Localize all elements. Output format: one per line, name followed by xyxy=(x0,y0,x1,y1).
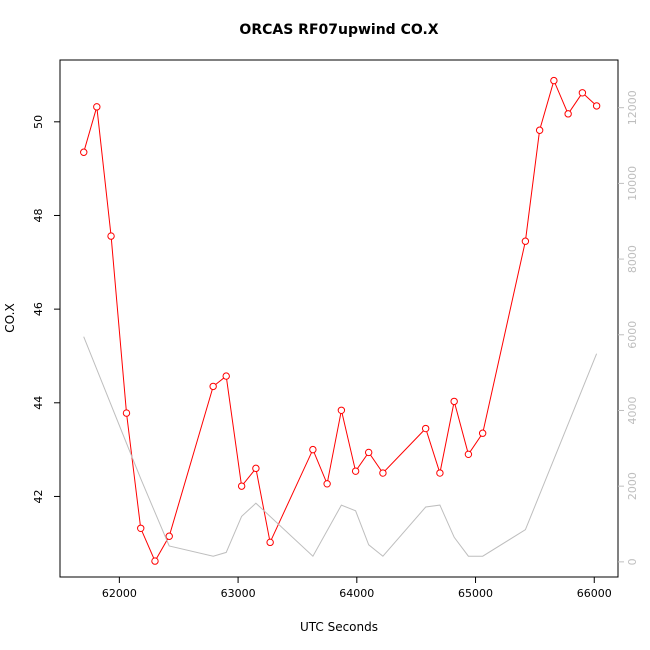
data-point xyxy=(165,532,173,540)
chart-title: ORCAS RF07upwind CO.X xyxy=(239,22,438,38)
y-tick-label: 46 xyxy=(32,302,45,316)
y-tick-label: 44 xyxy=(32,396,45,410)
secondary-series-line xyxy=(83,336,598,558)
y2-axis: 0 2000 4000 6000 8000 10000 12000 xyxy=(618,90,639,565)
primary-series-line xyxy=(83,79,597,563)
data-point xyxy=(209,382,217,391)
data-point xyxy=(521,237,530,245)
data-point xyxy=(364,448,373,457)
data-point xyxy=(592,102,601,110)
x-axis-label: UTC Seconds xyxy=(300,620,378,634)
x-tick-label: 62000 xyxy=(102,587,137,600)
y2-tick-label: 8000 xyxy=(626,245,639,273)
data-point xyxy=(323,480,331,488)
y-tick-label: 50 xyxy=(32,115,45,129)
data-point xyxy=(237,482,246,490)
data-point xyxy=(550,76,558,85)
data-point xyxy=(266,538,274,547)
data-point xyxy=(137,524,145,532)
series-layer xyxy=(80,76,601,565)
data-point xyxy=(351,467,360,475)
x-tick-label: 64000 xyxy=(339,587,374,600)
x-tick-label: 66000 xyxy=(577,587,612,600)
data-point xyxy=(309,445,317,454)
y2-tick-label: 10000 xyxy=(626,166,639,201)
data-point xyxy=(252,464,260,473)
data-point xyxy=(379,469,387,477)
data-point xyxy=(93,103,101,111)
y-axis: 42 44 46 48 50 xyxy=(32,115,60,503)
data-point xyxy=(107,232,115,240)
y2-tick-label: 12000 xyxy=(626,90,639,125)
data-point xyxy=(464,450,473,459)
data-point xyxy=(151,557,159,565)
plot-frame xyxy=(59,59,619,578)
data-point xyxy=(578,89,587,97)
data-point xyxy=(436,469,444,477)
x-tick-label: 63000 xyxy=(221,587,256,600)
x-axis: 62000 63000 64000 65000 66000 xyxy=(102,577,612,600)
data-point xyxy=(564,110,572,118)
y2-tick-label: 0 xyxy=(626,558,639,565)
y-axis-label: CO.X xyxy=(3,303,17,332)
data-point xyxy=(222,372,230,380)
data-point xyxy=(80,148,88,156)
y-tick-label: 42 xyxy=(32,489,45,503)
y-tick-label: 48 xyxy=(32,208,45,222)
data-point xyxy=(122,409,131,417)
x-tick-label: 65000 xyxy=(458,587,493,600)
data-point xyxy=(337,406,346,414)
y2-tick-label: 2000 xyxy=(626,472,639,500)
data-point xyxy=(421,424,430,433)
y2-tick-label: 6000 xyxy=(626,321,639,349)
data-point xyxy=(535,126,544,134)
data-point xyxy=(478,429,487,437)
data-point xyxy=(450,397,458,406)
y2-tick-label: 4000 xyxy=(626,396,639,424)
